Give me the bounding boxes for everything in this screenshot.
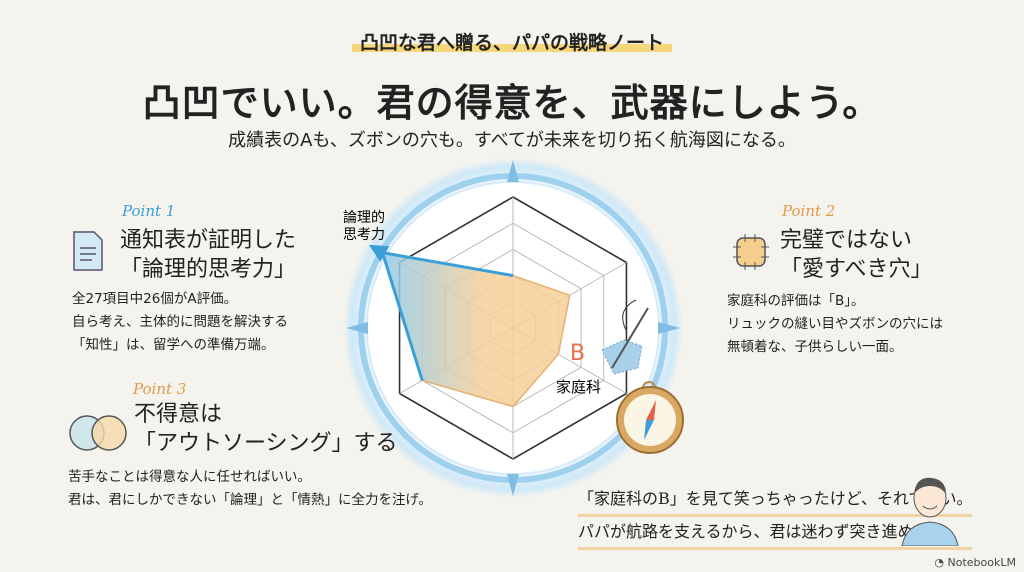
compass-point-s [507,474,519,496]
point-2-label: Point 2 [782,202,836,220]
point-1-label: Point 1 [122,202,176,220]
brand-text: NotebookLM [947,556,1016,569]
point-2-body: 家庭科の評価は「B」。 リュックの縫い目やズボンの穴には 無頓着な、子供らしい一面。 [727,293,943,355]
banner-text: 凸凹な君へ贈る、パパの戦略ノート [351,32,672,54]
radar-chart: 論理的思考力 家庭科 B [343,158,684,498]
patch-icon [733,234,769,270]
point-3-body: 苦手なことは得意な人に任せればいい。 君は、君にしかできない「論理」と「情熱」に全… [68,469,432,508]
notebooklm-logo-icon: ◔ [934,556,948,569]
point-1-body: 全27項目中26個がA評価。 自ら考え、主体的に問題を解決する 「知性」は、留学への… [72,291,288,353]
notebooklm-brand: ◔ NotebookLM [934,556,1016,569]
page-title: 凸凹でいい。君の得意を、武器にしよう。 [142,81,882,125]
point-2-heading: 完璧ではない 「愛すべき穴」 [780,228,933,282]
needle-patch-icon [601,299,649,375]
point-3-label: Point 3 [133,380,187,398]
banner: 凸凹な君へ贈る、パパの戦略ノート [0,28,1024,55]
axis-label-home-ec: 家庭科 [556,378,601,396]
dad-quote: 「家庭科のB」を見て笑っちゃったけど、それでいい。 パパが航路を支えるから、君は迷… [578,484,973,550]
logic-arrow-icon [368,244,390,262]
compass-point-n [507,160,519,182]
axis-label-logic: 論理的思考力 [343,210,385,243]
compass-icon [616,381,684,454]
point-3-heading: 不得意は 「アウトソーシング」する [134,402,398,456]
venn-icon [69,415,127,451]
compass-points [346,160,680,496]
compass-point-e [658,322,680,334]
document-icon [73,231,103,271]
grade-label: B [570,341,585,366]
dad-avatar [901,477,959,546]
compass-point-w [346,322,368,334]
point-1-heading: 通知表が証明した 「論理的思考力」 [120,228,297,282]
page-subtitle: 成績表のAも、ズボンの穴も。すべてが未来を切り拓く航海図になる。 [228,130,796,151]
